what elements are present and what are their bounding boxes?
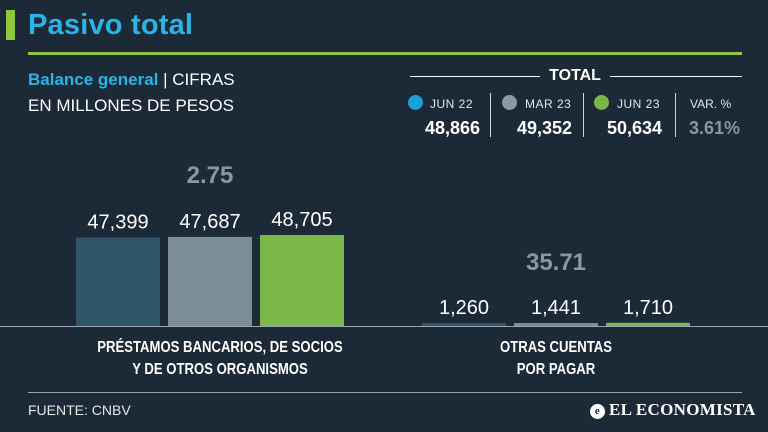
bar-value-label: 1,260 — [439, 297, 489, 319]
category-label-line: OTRAS CUENTAS — [499, 339, 613, 356]
total-separator — [675, 93, 676, 137]
legend-period-mar23: MAR 23 — [525, 97, 572, 111]
legend-dot-jun22-icon — [408, 95, 423, 110]
total-value-jun22: 48,866 — [424, 118, 480, 138]
bar-value-label: 1,710 — [623, 297, 673, 319]
bar-value-label: 48,705 — [271, 209, 332, 231]
total-value-mar23: 49,352 — [516, 118, 572, 138]
total-label: TOTAL — [549, 67, 601, 84]
total-separator — [490, 93, 491, 137]
variation-value: 3.61% — [688, 118, 740, 138]
bar-value-label: 1,441 — [531, 297, 581, 319]
legend-period-jun22: JUN 22 — [430, 97, 474, 111]
category-label-otras: OTRAS CUENTAS POR PAGAR — [458, 337, 655, 381]
total-rule-left — [410, 76, 540, 77]
chart-baseline — [0, 326, 768, 327]
category-label-line: POR PAGAR — [516, 361, 596, 378]
chart-subtitle: Balance general | CIFRAS EN MILLONES DE … — [28, 67, 235, 119]
variation-percent-label: 2.75 — [187, 162, 234, 189]
category-label-line: Y DE OTROS ORGANISMOS — [132, 361, 308, 378]
subtitle-separator: | — [158, 70, 173, 89]
bar-mar23-cat0 — [168, 236, 252, 326]
category-label-line: PRÉSTAMOS BANCARIOS, DE SOCIOS — [97, 339, 343, 356]
variation-label: VAR. % — [690, 97, 732, 111]
title-accent-bar — [6, 10, 15, 40]
subtitle-bold: Balance general — [28, 70, 159, 89]
bar-jun22-cat0 — [76, 237, 160, 326]
legend-dot-jun23-icon — [594, 95, 609, 110]
total-rule-right — [610, 76, 742, 77]
bar-jun23-cat0 — [260, 235, 344, 326]
variation-percent-label: 35.71 — [526, 249, 586, 276]
bar-jun23-cat1 — [606, 322, 690, 326]
subtitle-units-1: CIFRAS — [172, 70, 235, 89]
title-divider — [28, 52, 742, 55]
brand-logo: e EL ECONOMISTA — [590, 400, 756, 420]
footer-divider — [28, 392, 742, 393]
logo-text: EL ECONOMISTA — [609, 400, 756, 419]
page-title: Pasivo total — [28, 9, 194, 41]
logo-mark-icon: e — [590, 404, 605, 419]
total-value-jun23: 50,634 — [606, 118, 662, 138]
category-label-prestamos: PRÉSTAMOS BANCARIOS, DE SOCIOS Y DE OTRO… — [89, 337, 351, 381]
source-note: FUENTE: CNBV — [28, 402, 131, 418]
bar-mar23-cat1 — [514, 323, 598, 326]
bar-jun22-cat1 — [422, 323, 506, 326]
total-separator — [583, 93, 584, 137]
legend-period-jun23: JUN 23 — [617, 97, 661, 111]
legend-dot-mar23-icon — [502, 95, 517, 110]
subtitle-units-2: EN MILLONES DE PESOS — [28, 96, 234, 115]
bar-value-label: 47,399 — [87, 211, 148, 233]
bar-value-label: 47,687 — [179, 211, 240, 233]
